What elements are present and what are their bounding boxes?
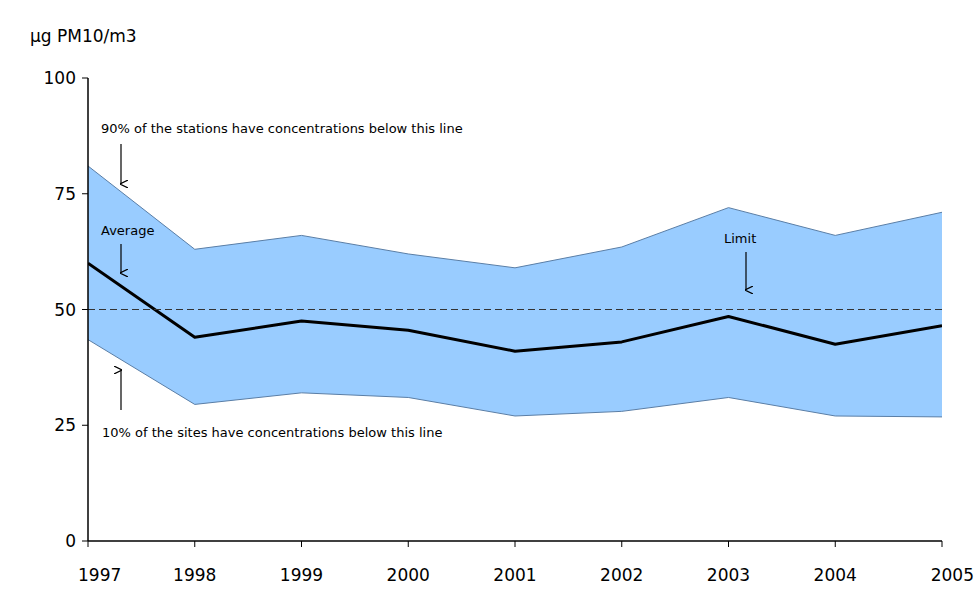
x-tick-label: 2002: [600, 565, 643, 585]
x-tick-label: 2005: [931, 565, 974, 585]
y-tick: [82, 193, 88, 194]
y-tick-label: 75: [54, 184, 76, 204]
annotation-arrow: [120, 244, 121, 273]
band-edge: [88, 166, 942, 268]
y-tick: [82, 425, 88, 426]
x-tick-label: 2000: [387, 565, 430, 585]
y-tick-label: 0: [65, 531, 76, 551]
x-tick-label: 1999: [280, 565, 323, 585]
x-tick-label: 1997: [78, 565, 121, 585]
annotation-arrow: [120, 370, 121, 410]
x-tick-label: 2001: [493, 565, 536, 585]
x-tick-label: 2003: [707, 565, 750, 585]
x-tick: [728, 541, 729, 547]
y-tick: [82, 541, 88, 542]
band-edge: [88, 340, 942, 417]
annotation: 10% of the sites have concentrations bel…: [102, 425, 442, 440]
annotation-arrow: [745, 252, 746, 290]
chart: 0 25 50 75 100 1997 1998 1999 2000 2001 2002 2003 20…: [0, 0, 977, 600]
limit-label: Limit: [724, 231, 756, 246]
y-tick: [82, 309, 88, 310]
annotation-arrow: [120, 144, 121, 184]
x-tick: [942, 541, 943, 547]
percentile-band: [88, 166, 942, 417]
annotation: Average: [101, 223, 154, 238]
x-tick-label: 1998: [173, 565, 216, 585]
x-tick-label: 2004: [814, 565, 857, 585]
y-tick: [82, 78, 88, 79]
y-tick-label: 100: [44, 68, 76, 88]
x-tick: [515, 541, 516, 547]
x-tick: [88, 541, 89, 547]
y-tick-label: 25: [54, 415, 76, 435]
limit-line: [88, 309, 942, 310]
y-axis-label: µg PM10/m3: [30, 26, 137, 46]
x-tick: [835, 541, 836, 547]
x-tick: [408, 541, 409, 547]
plot-area: [88, 166, 942, 417]
x-tick: [194, 541, 195, 547]
y-tick-label: 50: [54, 300, 76, 320]
annotation: 90% of the stations have concentrations …: [101, 121, 463, 136]
average-line: [88, 263, 942, 351]
x-tick: [621, 541, 622, 547]
x-tick: [301, 541, 302, 547]
